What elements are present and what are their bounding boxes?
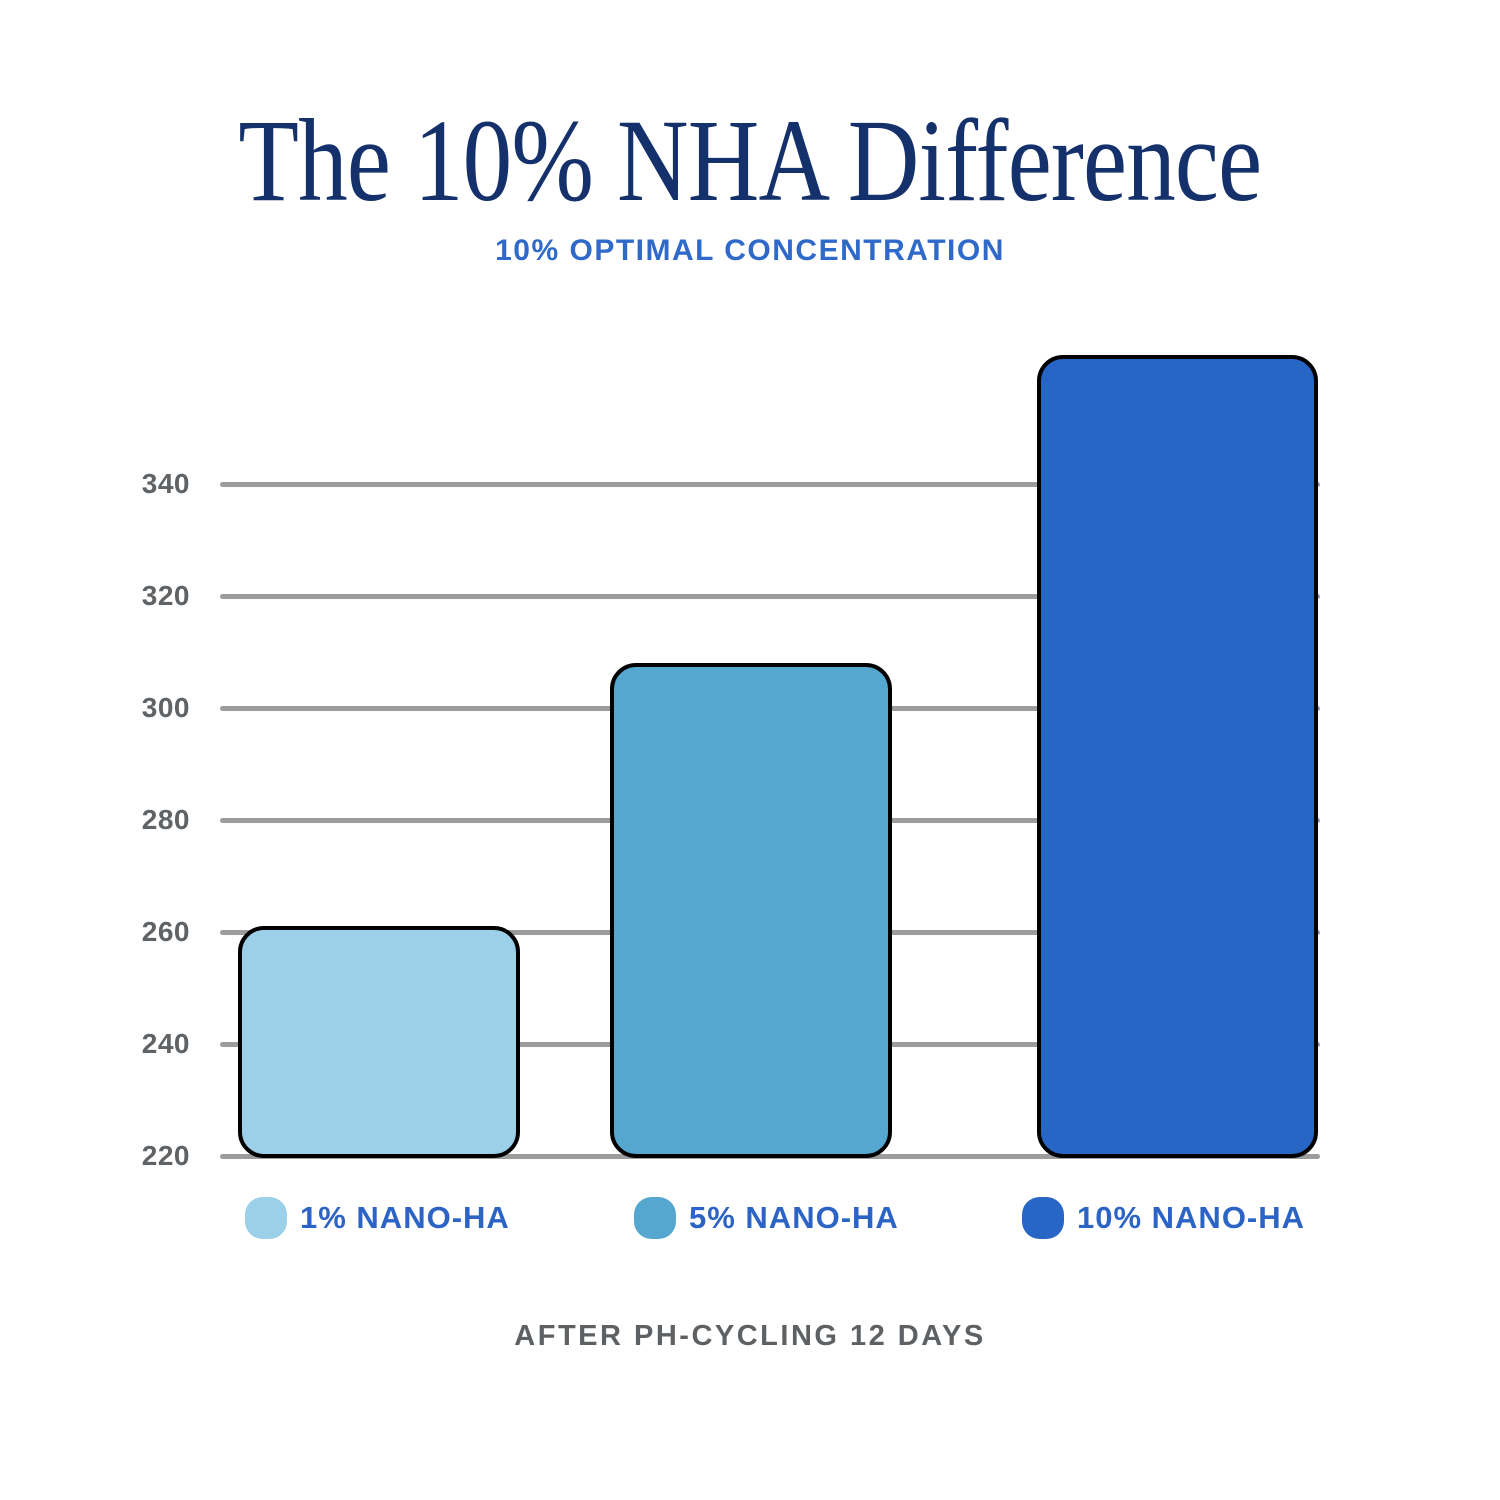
page-title-container: The 10% NHA Difference bbox=[0, 96, 1500, 226]
y-axis-tick-label-260: 260 bbox=[141, 916, 190, 947]
bar-1-nano-ha bbox=[238, 926, 520, 1159]
bar-5-nano-ha bbox=[610, 663, 892, 1159]
y-axis-tick-label-320: 320 bbox=[141, 580, 190, 611]
legend-label: 10% NANO-HA bbox=[1077, 1200, 1306, 1235]
y-axis-tick-label-300: 300 bbox=[141, 692, 190, 723]
gridline-320 bbox=[220, 593, 1320, 599]
gridline-340 bbox=[220, 481, 1320, 487]
chart-subtitle: 10% OPTIMAL CONCENTRATION bbox=[495, 234, 1005, 267]
chart-caption: AFTER PH-CYCLING 12 DAYS bbox=[514, 1320, 986, 1352]
y-axis-tick-label-240: 240 bbox=[141, 1028, 190, 1059]
legend-item-5pct-nano-ha: 5% NANO-HA bbox=[634, 1197, 899, 1239]
bar-10-nano-ha bbox=[1037, 355, 1318, 1159]
y-axis-tick-label-220: 220 bbox=[141, 1140, 190, 1171]
y-axis-tick-label-340: 340 bbox=[141, 468, 190, 499]
legend-swatch-5pct bbox=[634, 1197, 676, 1239]
legend-label: 5% NANO-HA bbox=[689, 1200, 899, 1235]
legend-label: 1% NANO-HA bbox=[300, 1200, 510, 1235]
legend-swatch-1pct bbox=[245, 1197, 287, 1239]
legend-swatch-10pct bbox=[1022, 1197, 1064, 1239]
legend-item-1pct-nano-ha: 1% NANO-HA bbox=[245, 1197, 510, 1239]
y-axis-tick-label-280: 280 bbox=[141, 804, 190, 835]
legend-item-10pct-nano-ha: 10% NANO-HA bbox=[1022, 1197, 1305, 1239]
chart-title: The 10% NHA Difference bbox=[238, 95, 1263, 226]
